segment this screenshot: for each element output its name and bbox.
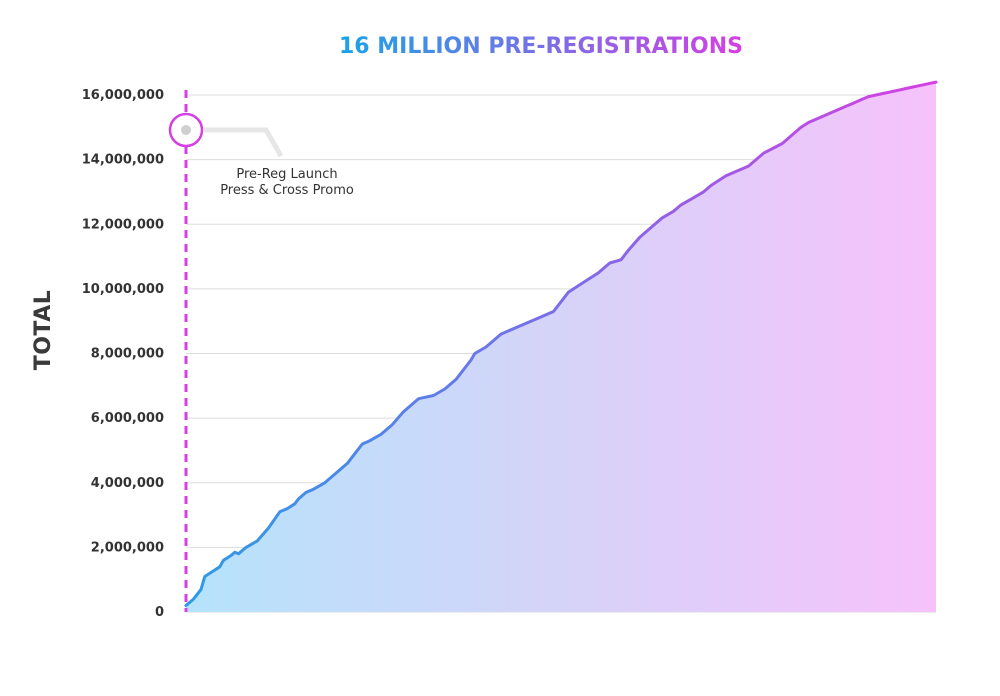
launch-marker-dot [181,125,191,135]
y-axis-label: TOTAL [31,290,56,371]
y-tick-label: 4,000,000 [91,476,164,491]
series-line [184,80,938,607]
annotation-text-line2: Press & Cross Promo [220,183,354,198]
chart-title: 16 MILLION PRE-REGISTRATIONS [339,34,743,59]
line-layer [184,80,938,607]
y-tick-label: 8,000,000 [91,347,164,362]
y-tick-label: 0 [155,605,164,620]
y-tick-labels: 0 2,000,000 4,000,000 6,000,000 8,000,000 10,… [82,88,164,620]
series-area [186,82,936,613]
area-layer [186,82,936,613]
y-tick-label: 12,000,000 [82,217,164,232]
annotation: Pre-Reg Launch Press & Cross Promo [168,90,354,612]
y-tick-label: 6,000,000 [91,411,164,426]
y-tick-label: 16,000,000 [82,88,164,103]
y-tick-label: 2,000,000 [91,540,164,555]
annotation-connector [204,127,284,158]
annotation-text-line1: Pre-Reg Launch [236,167,337,182]
y-tick-label: 10,000,000 [82,282,164,297]
y-tick-label: 14,000,000 [82,153,164,168]
